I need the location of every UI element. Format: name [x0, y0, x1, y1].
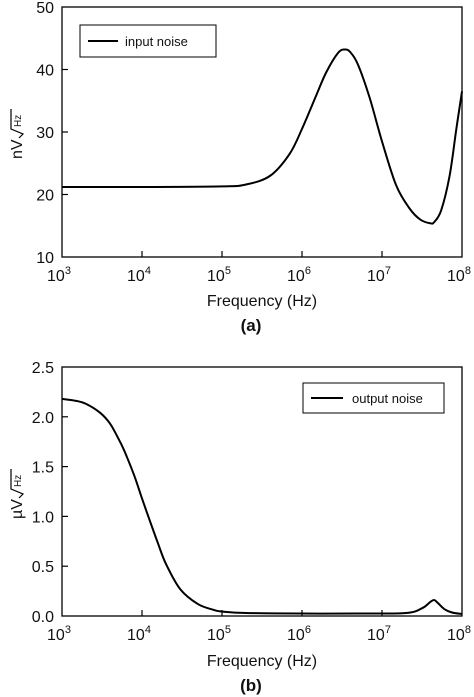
x-tick-label: 107	[367, 624, 391, 644]
y-tick-label: 50	[36, 0, 54, 17]
y-tick-label: 2.0	[32, 410, 54, 427]
y-axis-unit-main: nV	[9, 139, 26, 159]
x-tick-label: 105	[207, 265, 231, 285]
axis-ticks	[62, 416, 383, 616]
y-axis-unit-root: Hz	[13, 115, 24, 127]
x-axis-title: Frequency (Hz)	[207, 653, 317, 670]
x-tick-label: 108	[447, 265, 471, 285]
y-tick-labels: 0.0 0.5 1.0 1.5 2.0 2.5	[32, 360, 54, 626]
x-axis-title: Frequency (Hz)	[207, 293, 317, 310]
x-tick-label: 103	[47, 265, 71, 285]
panel-label-b: (b)	[240, 676, 262, 695]
y-tick-label: 30	[36, 125, 54, 142]
y-tick-label: 40	[36, 63, 54, 80]
x-tick-label: 107	[367, 265, 391, 285]
panel-label-a: (a)	[241, 316, 262, 335]
x-tick-label: 106	[287, 624, 311, 644]
panel-a-chart: 10 20 30 40 50 103 104 105 106 107 108 input nois…	[9, 0, 471, 335]
y-tick-label: 1.0	[32, 509, 54, 526]
y-tick-label: 1.5	[32, 460, 54, 477]
legend-label: output noise	[352, 391, 423, 406]
sqrt-sign-icon	[10, 469, 25, 499]
y-tick-label: 2.5	[32, 360, 54, 377]
x-tick-labels: 103 104 105 106 107 108	[47, 265, 471, 285]
y-tick-labels: 10 20 30 40 50	[36, 0, 54, 267]
y-tick-label: 0.0	[32, 609, 54, 626]
x-tick-label: 106	[287, 265, 311, 285]
svg-text:nV: nV	[9, 139, 26, 159]
input-noise-line	[61, 48, 463, 225]
legend: input noise	[79, 24, 217, 58]
y-tick-label: 0.5	[32, 559, 54, 576]
x-tick-label: 104	[127, 265, 151, 285]
axis-ticks	[62, 68, 383, 257]
legend-label: input noise	[125, 34, 188, 49]
y-axis-unit-root: Hz	[13, 475, 24, 487]
y-axis-unit-main: µV	[9, 499, 26, 519]
sqrt-sign-icon	[10, 109, 25, 139]
x-tick-labels: 103 104 105 106 107 108	[47, 624, 471, 644]
x-tick-label: 103	[47, 624, 71, 644]
panel-b-chart: 0.0 0.5 1.0 1.5 2.0 2.5 103 104 105 106 107 108 ou…	[9, 360, 471, 695]
output-noise-line	[61, 397, 463, 616]
x-tick-label: 108	[447, 624, 471, 644]
legend: output noise	[302, 382, 445, 414]
x-tick-label: 105	[207, 624, 231, 644]
plot-frame	[61, 366, 463, 617]
svg-text:µV: µV	[9, 499, 26, 519]
y-tick-label: 20	[36, 188, 54, 205]
x-tick-label: 104	[127, 624, 151, 644]
y-axis-title: nV Hz	[9, 109, 26, 159]
y-tick-label: 10	[36, 250, 54, 267]
y-axis-title: µV Hz	[9, 469, 26, 519]
